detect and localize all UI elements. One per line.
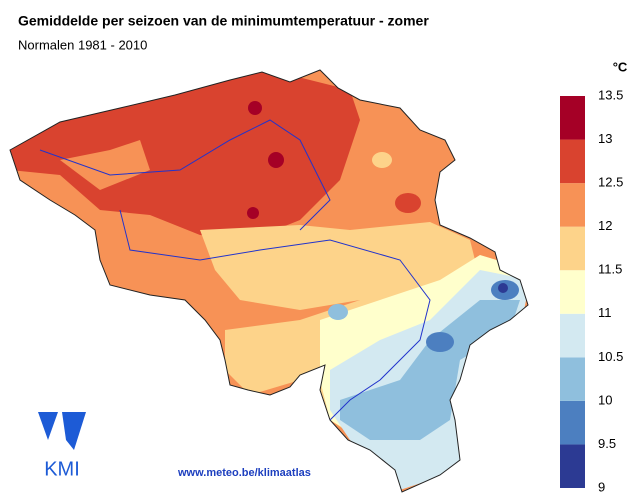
colorbar-band xyxy=(560,270,585,314)
colorbar-tick-label: 11 xyxy=(598,305,612,320)
title: Gemiddelde per seizoen van de minimumtem… xyxy=(18,13,429,29)
colorbar-band xyxy=(560,226,585,271)
subtitle: Normalen 1981 - 2010 xyxy=(18,37,147,52)
colorbar-band xyxy=(560,400,585,445)
border xyxy=(9,69,529,493)
logo: KMI xyxy=(38,412,86,480)
colorbar-tick-label: 13 xyxy=(598,131,612,146)
rivers xyxy=(39,119,431,421)
colorbar-tick-label: 13.5 xyxy=(598,87,623,102)
colorbar-tick-label: 12.5 xyxy=(598,175,623,190)
colorbar-unit: °C xyxy=(613,59,628,74)
temperature-map xyxy=(10,70,528,492)
colorbar-tick-label: 12 xyxy=(598,218,612,233)
colorbar-tick-label: 9.5 xyxy=(598,436,616,451)
colorbar-tick-label: 9 xyxy=(598,479,605,494)
colorbar-tick-label: 10.5 xyxy=(598,349,623,364)
logo-text: KMI xyxy=(44,458,80,480)
source-url[interactable]: www.meteo.be/klimaatlas xyxy=(177,467,311,479)
colorbar-tick-label: 10 xyxy=(598,392,612,407)
colorbar: 9 9.5 10 10.5 11 11.5 12 12.5 13 13.5 xyxy=(560,87,623,494)
colorbar-tick-label: 11.5 xyxy=(598,262,622,277)
colorbar-band xyxy=(560,183,585,227)
colorbar-band xyxy=(560,96,585,140)
colorbar-band xyxy=(560,139,585,184)
colorbar-band xyxy=(560,444,585,488)
colorbar-band xyxy=(560,313,585,358)
colorbar-band xyxy=(560,357,585,401)
